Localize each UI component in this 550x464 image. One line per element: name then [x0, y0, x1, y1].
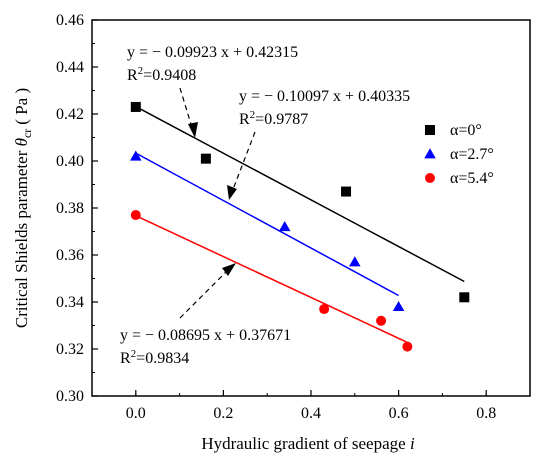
legend-marker	[425, 173, 435, 183]
annotation-equation: y = − 0.10097 x + 0.40335	[239, 88, 410, 105]
arrow-head	[188, 122, 198, 138]
x-tick-label: 0.0	[126, 405, 146, 422]
legend-marker	[425, 125, 435, 135]
data-point	[278, 221, 291, 232]
legend-label: α=0°	[450, 122, 482, 139]
y-tick-label: 0.30	[56, 388, 84, 405]
data-point	[319, 304, 330, 315]
arrow-head	[222, 263, 236, 276]
legend: α=0° α=2.7° α=5.4°	[424, 122, 494, 187]
data-point	[459, 292, 470, 303]
fit-line	[135, 105, 465, 283]
fit-lines	[135, 105, 465, 344]
x-tick-label: 0.6	[389, 405, 409, 422]
annotation-alpha-2-7: y = − 0.10097 x + 0.40335 R2=0.9787	[227, 88, 410, 200]
annotation-alpha-0: y = − 0.09923 x + 0.42315 R2=0.9408	[127, 44, 298, 138]
fit-line	[135, 215, 408, 344]
x-tick-label: 0.4	[301, 405, 321, 422]
annotation-arrow	[179, 269, 229, 319]
y-axis-title: Critical Shields parameter θcr( Pa )	[12, 88, 34, 328]
y-tick-label: 0.40	[56, 153, 84, 170]
annotation-alpha-5-4: y = − 0.08695 x + 0.37671 R2=0.9834	[120, 263, 291, 367]
y-tick-label: 0.32	[56, 341, 84, 358]
y-tick-label: 0.46	[56, 12, 84, 29]
data-point	[392, 300, 405, 312]
legend-label: α=5.4°	[450, 170, 494, 187]
annotation-equation: y = − 0.08695 x + 0.37671	[120, 327, 291, 344]
annotation-equation: y = − 0.09923 x + 0.42315	[127, 44, 298, 61]
data-point	[341, 186, 352, 197]
x-tick-label: 0.2	[213, 405, 233, 422]
y-tick-label: 0.44	[56, 59, 84, 76]
annotation-r2: R2=0.9834	[120, 348, 189, 367]
legend-marker	[424, 148, 436, 159]
data-point	[200, 153, 211, 164]
data-point	[130, 150, 142, 161]
data-point	[402, 341, 413, 352]
y-tick-label: 0.34	[56, 294, 84, 311]
legend-label: α=2.7°	[450, 146, 494, 163]
data-point	[130, 210, 141, 221]
x-tick-label: 0.8	[476, 405, 496, 422]
data-point	[130, 101, 141, 112]
data-point	[376, 315, 387, 326]
y-tick-label: 0.38	[56, 200, 84, 217]
x-axis-title: Hydraulic gradient of seepage i	[201, 434, 415, 453]
annotation-r2: R2=0.9787	[239, 109, 308, 128]
data-point	[349, 256, 361, 267]
annotation-r2: R2=0.9408	[127, 65, 196, 84]
ticks: 0.0 0.2 0.4 0.6 0.8 0.30 0.32 0.34 0.36 0.38 0.40 0…	[56, 12, 531, 422]
arrow-head	[227, 185, 237, 200]
data-points	[130, 101, 470, 352]
fit-line	[135, 152, 399, 297]
y-tick-label: 0.42	[56, 106, 84, 123]
y-tick-label: 0.36	[56, 247, 84, 264]
annotation-arrow	[231, 131, 256, 193]
